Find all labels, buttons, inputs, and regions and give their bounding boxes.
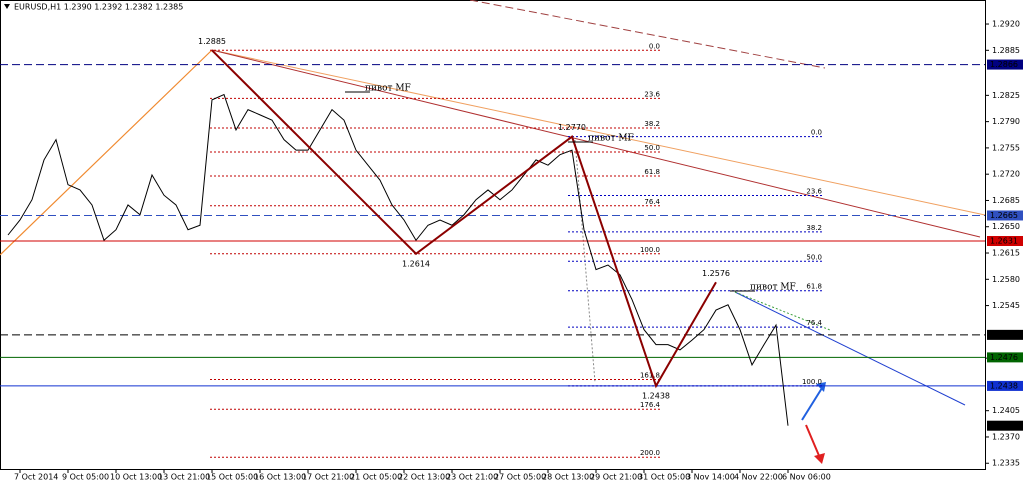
y-tick-label: 1.2615 [992, 249, 1020, 258]
y-tick-label: 1.2790 [992, 117, 1020, 126]
y-tick-label: 1.2920 [992, 20, 1020, 29]
fib-label: 38.2 [644, 120, 660, 128]
pivot-label: пивот MF [750, 283, 796, 293]
symbol-header: EURUSD,H1 1.2390 1.2392 1.2382 1.2385 [14, 3, 183, 12]
menu-icon[interactable] [4, 4, 10, 9]
y-tick-label: 1.2545 [992, 301, 1020, 310]
level-tag [987, 329, 1023, 340]
x-tick-label: 13 Oct 21:00 [158, 473, 210, 482]
fib-label: 38.2 [806, 224, 822, 232]
y-tick-label: 1.2825 [992, 91, 1020, 100]
pivot-price: 1.2438 [642, 391, 670, 400]
level-label: 1.2665 [990, 211, 1018, 220]
x-tick-label: 17 Oct 21:00 [302, 473, 354, 482]
y-tick-label: 1.2720 [992, 170, 1020, 179]
y-tick-label: 1.2885 [992, 46, 1020, 55]
x-tick-label: 29 Oct 21:00 [590, 473, 642, 482]
x-tick-label: 27 Oct 05:00 [494, 473, 546, 482]
level-label: 1.2866 [990, 60, 1018, 69]
current-price-label: 1.2385 [990, 421, 1018, 430]
fib-label: 100.0 [802, 378, 822, 386]
x-tick-label: 10 Oct 13:00 [110, 473, 162, 482]
x-tick-label: 4 Nov 22:00 [734, 473, 783, 482]
pivot-label: пивот MF [588, 134, 634, 144]
level-tag [987, 59, 1023, 70]
level-label: 1.2438 [990, 381, 1018, 390]
x-tick-label: 22 Oct 13:00 [398, 473, 450, 482]
pivot-price: 1.2614 [402, 259, 430, 268]
fib-label: 76.4 [644, 198, 660, 206]
fib-label: 61.8 [644, 168, 660, 176]
fib-label: 176.4 [640, 401, 661, 409]
pivot-label: пивот MF [365, 84, 411, 94]
arrows [801, 382, 826, 464]
fib-label: 100.0 [640, 246, 660, 254]
y-tick-label: 1.2335 [992, 459, 1020, 468]
plot-frame [0, 0, 986, 470]
fib-label: 50.0 [644, 144, 660, 152]
level-label: 1.2631 [990, 237, 1018, 246]
x-tick-label: 28 Oct 13:00 [542, 473, 594, 482]
level-tag [987, 352, 1023, 363]
x-tick-label: 3 Nov 14:00 [686, 473, 735, 482]
y-tick-label: 1.2650 [992, 222, 1020, 231]
x-tick-label: 6 Nov 06:00 [782, 473, 831, 482]
fib-label: 61.8 [806, 283, 822, 291]
y-tick-label: 1.2405 [992, 406, 1020, 415]
fib-label: 50.0 [806, 253, 822, 261]
level-label: 1.2506 [990, 330, 1018, 339]
fib-label: 0.0 [811, 129, 822, 137]
fib-label: 0.0 [649, 42, 660, 50]
fib-label: 161.8 [640, 372, 660, 380]
pivot-price: 1.2576 [702, 269, 730, 278]
fib-label: 23.6 [806, 187, 822, 195]
x-tick-label: 21 Oct 05:00 [350, 473, 402, 482]
x-tick-label: 7 Oct 2014 [14, 473, 58, 482]
x-tick-label: 23 Oct 21:00 [446, 473, 498, 482]
x-tick-label: 15 Oct 05:00 [206, 473, 258, 482]
fib-label: 76.4 [806, 319, 822, 327]
pivot-price: 1.2770 [558, 123, 586, 132]
current-price-tag [987, 420, 1023, 431]
fib-label: 200.0 [640, 449, 660, 457]
y-tick-label: 1.2685 [992, 196, 1020, 205]
zigzag [211, 49, 717, 389]
x-tick-label: 16 Oct 13:00 [254, 473, 306, 482]
x-tick-label: 9 Oct 05:00 [62, 473, 109, 482]
y-tick-label: 1.2370 [992, 432, 1020, 441]
level-tag [987, 236, 1023, 247]
fib-label: 23.6 [644, 90, 660, 98]
pivot-price: 1.2885 [198, 37, 226, 46]
level-tag [987, 210, 1023, 221]
x-tick-label: 31 Oct 05:00 [638, 473, 690, 482]
level-label: 1.2476 [990, 353, 1018, 362]
price-line [7, 93, 789, 426]
level-tag [987, 380, 1023, 391]
y-tick-label: 1.2755 [992, 143, 1020, 152]
y-tick-label: 1.2580 [992, 275, 1020, 284]
